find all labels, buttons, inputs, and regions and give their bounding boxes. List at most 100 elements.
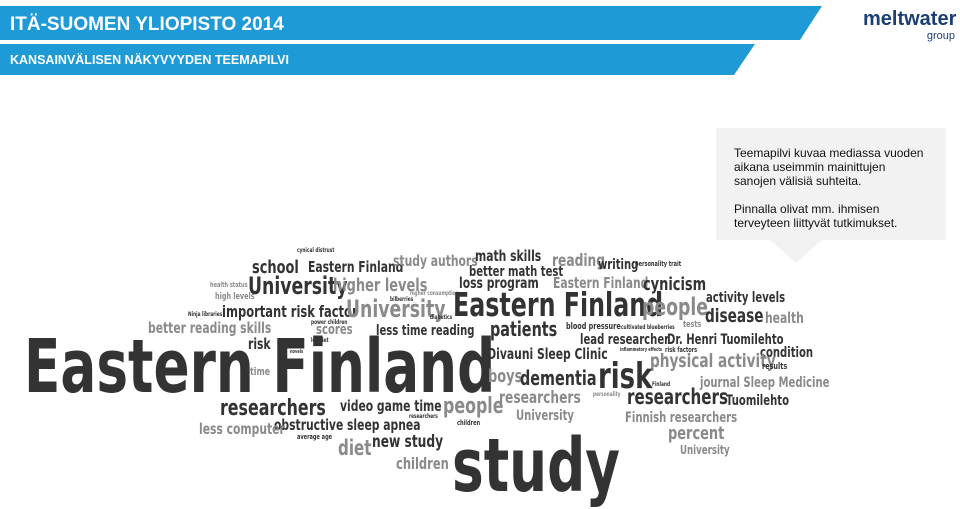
word-group: average age [297, 433, 332, 441]
cloud-word: cultivated blueberries [621, 324, 675, 331]
cloud-word: results [762, 361, 787, 371]
cloud-word: better reading skills [148, 320, 271, 337]
cloud-word: average age [297, 433, 332, 441]
cloud-word: personality trait [635, 260, 681, 268]
cloud-word: Eastern Finland [308, 259, 403, 276]
word-group: obstructive sleep apnea [274, 417, 420, 434]
cloud-word: study authors [393, 253, 478, 270]
word-group: physical activity [650, 350, 776, 372]
word-group: lead researcher [580, 331, 669, 347]
cloud-word: diabetics [430, 314, 452, 321]
cloud-word: University [516, 407, 574, 423]
cloud-word: condition [760, 344, 813, 360]
logo: meltwater [863, 8, 957, 30]
cloud-word: journal Sleep Medicine [699, 374, 829, 390]
cloud-word: lead researcher [580, 331, 669, 347]
cloud-word: lot diet [311, 337, 329, 344]
cloud-word: novels [290, 348, 304, 355]
word-group: study [452, 423, 620, 509]
word-group: writing [598, 256, 638, 272]
subtitle-banner [0, 44, 755, 75]
word-group: University [248, 272, 348, 300]
word-group: tests [683, 319, 702, 329]
word-group: researchers [409, 413, 438, 420]
word-group: results [762, 361, 787, 371]
title: ITÄ-SUOMEN YLIOPISTO 2014 [10, 14, 284, 35]
cloud-word: writing [598, 256, 638, 272]
word-group: Eastern Finland [553, 275, 648, 292]
cloud-word: obstructive sleep apnea [274, 417, 420, 434]
cloud-word: dementia [520, 368, 597, 391]
cloud-word: health [765, 310, 804, 327]
word-group: researchers [499, 388, 581, 408]
word-group: important risk factor [222, 303, 358, 321]
word-group: bilberries [390, 296, 413, 303]
word-group: Eastern Finland [24, 324, 495, 410]
word-group: lot diet [311, 337, 329, 344]
callout-line: Teemapilvi kuvaa mediassa vuoden [734, 146, 923, 160]
cloud-word: University [346, 295, 446, 323]
word-group: math skills [475, 248, 541, 265]
word-group: University [346, 295, 446, 323]
word-group: researchers [220, 394, 326, 420]
callout-line: terveyteen liittyvät tutkimukset. [734, 216, 897, 230]
word-group: cultivated blueberries [621, 324, 675, 331]
word-group: better reading skills [148, 320, 271, 337]
cloud-word: school [252, 256, 299, 278]
cloud-word: researchers [627, 386, 728, 410]
cloud-word: better math test [469, 263, 563, 279]
cloud-word: Dr. Henri Tuomilehto [667, 331, 784, 347]
cloud-word: Eastern Finland [453, 285, 663, 324]
cloud-word: University [248, 272, 348, 300]
word-group: disease [705, 305, 764, 327]
logo-sub: group [927, 30, 955, 42]
word-group: health status [210, 281, 248, 289]
cloud-word: physical activity [650, 350, 776, 372]
word-group: boys [488, 365, 522, 387]
word-group: higher levels [333, 274, 427, 296]
word-group: scores [316, 321, 353, 337]
word-group: journal Sleep Medicine [699, 374, 829, 390]
callout-line: aikana useimmin mainittujen [734, 160, 885, 174]
word-group: inflammatory effects [620, 346, 662, 353]
cloud-word: less time reading [376, 322, 475, 338]
cloud-word: inflammatory effects [620, 346, 662, 353]
cloud-word: Eastern Finland [553, 275, 648, 292]
word-group: Oivauni Sleep Clinic [487, 346, 608, 363]
cloud-word: bilberries [390, 296, 413, 303]
cloud-word: risk [598, 356, 653, 397]
cloud-word: researchers [220, 394, 326, 420]
word-group: risk factors [665, 346, 697, 354]
cloud-word: researchers [499, 388, 581, 408]
cloud-word: risk factors [665, 346, 697, 354]
cloud-word: loss program [459, 275, 539, 292]
cloud-word: people [443, 392, 503, 418]
cloud-word: reading [552, 251, 605, 271]
cloud-word: percent [668, 422, 725, 444]
cloud-word: tests [683, 319, 702, 329]
cloud-word: boys [488, 365, 522, 387]
cloud-word: disease [705, 305, 764, 327]
word-group: less computer [199, 421, 285, 438]
cloud-word: math skills [475, 248, 541, 265]
cloud-word: University [680, 444, 730, 458]
word-group: Eastern Finland [308, 259, 403, 276]
cloud-word: Ninja libraries [188, 311, 222, 318]
word-group: children [396, 455, 449, 473]
cloud-word: researchers [409, 413, 438, 420]
subtitle: KANSAINVÄLISEN NÄKYVYYDEN TEEMAPILVI [10, 52, 289, 67]
callout-pointer [770, 240, 822, 263]
cloud-word: Finnish researchers [625, 409, 737, 425]
cloud-word: children [457, 419, 480, 427]
word-group: cynical distrust [297, 247, 335, 254]
cloud-word: less computer [199, 421, 285, 438]
callout-line: Pinnalla olivat mm. ihmisen [734, 202, 879, 216]
word-group: Ninja libraries [188, 311, 222, 318]
cloud-word: new study [372, 432, 443, 452]
word-group: condition [760, 344, 813, 360]
cloud-word: scores [316, 321, 353, 337]
word-group: personality trait [635, 260, 681, 268]
